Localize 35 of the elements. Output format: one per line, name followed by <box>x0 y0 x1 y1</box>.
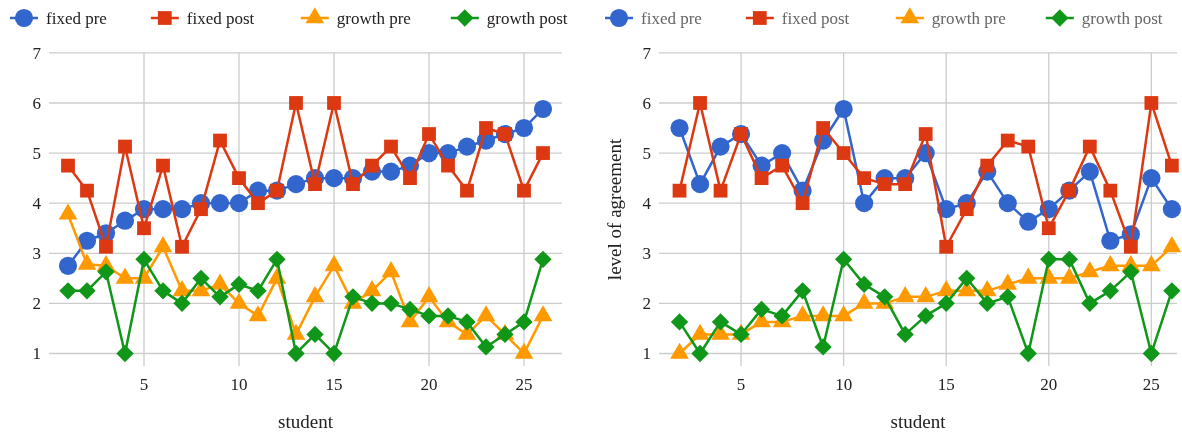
y-tick-label: 6 <box>32 93 41 113</box>
legend-label: fixed post <box>781 8 850 28</box>
x-tick-label: 15 <box>937 375 955 394</box>
y-tick-label: 6 <box>642 93 651 113</box>
y-tick-label: 3 <box>642 244 651 264</box>
x-tick-label: 5 <box>736 375 746 394</box>
x-tick-label: 10 <box>835 375 853 394</box>
y-tick-label: 1 <box>32 344 41 364</box>
x-tick-label: 25 <box>1142 375 1160 394</box>
y-tick-label: 4 <box>32 194 42 214</box>
legend-label: growth pre <box>931 8 1006 28</box>
x-tick-label: 10 <box>230 375 248 394</box>
legend-label: fixed pre <box>46 8 107 28</box>
legend-label: fixed post <box>186 8 255 28</box>
y-tick-label: 2 <box>642 294 651 314</box>
legend-label: fixed pre <box>641 8 702 28</box>
x-tick-label: 25 <box>515 375 533 394</box>
x-tick-label: 20 <box>420 375 438 394</box>
x-tick-label: 5 <box>139 375 149 394</box>
legend-label: growth post <box>486 8 568 28</box>
legend-label: growth post <box>1081 8 1163 28</box>
y-tick-label: 7 <box>32 43 42 63</box>
y-tick-label: 5 <box>642 144 651 164</box>
y-tick-label: 2 <box>32 294 41 314</box>
y-axis-title: level of agreement <box>604 138 625 281</box>
y-tick-label: 3 <box>32 244 41 264</box>
x-tick-label: 15 <box>325 375 343 394</box>
x-tick-label: 20 <box>1040 375 1058 394</box>
y-tick-label: 4 <box>642 194 652 214</box>
y-tick-label: 5 <box>32 144 41 164</box>
y-tick-label: 7 <box>642 43 652 63</box>
x-axis-title: student <box>890 411 947 432</box>
legend-label: growth pre <box>336 8 411 28</box>
y-tick-label: 1 <box>642 344 651 364</box>
x-axis-title: student <box>278 411 334 432</box>
